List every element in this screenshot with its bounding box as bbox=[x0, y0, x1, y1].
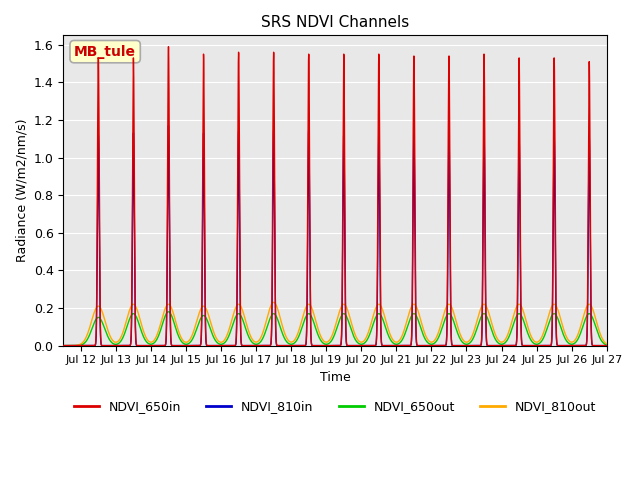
NDVI_810out bbox=[603, 341, 611, 347]
NDVI_810in bbox=[164, 123, 172, 129]
NDVI_650in bbox=[603, 343, 611, 348]
NDVI_810out bbox=[467, 336, 475, 341]
NDVI_650in bbox=[234, 244, 241, 250]
NDVI_650in bbox=[540, 343, 548, 348]
NDVI_810out bbox=[60, 343, 67, 348]
Line: NDVI_650out: NDVI_650out bbox=[63, 312, 607, 346]
NDVI_810out bbox=[522, 316, 529, 322]
NDVI_650in bbox=[467, 343, 475, 348]
NDVI_810in bbox=[500, 343, 508, 348]
NDVI_810in bbox=[603, 343, 611, 348]
Title: SRS NDVI Channels: SRS NDVI Channels bbox=[261, 15, 409, 30]
NDVI_810in bbox=[60, 343, 67, 348]
NDVI_650out bbox=[540, 334, 548, 339]
X-axis label: Time: Time bbox=[319, 371, 350, 384]
NDVI_650out bbox=[467, 339, 475, 345]
NDVI_650in bbox=[522, 343, 529, 348]
NDVI_810out bbox=[234, 302, 241, 308]
Y-axis label: Radiance (W/m2/nm/s): Radiance (W/m2/nm/s) bbox=[15, 119, 28, 262]
Line: NDVI_650in: NDVI_650in bbox=[63, 47, 607, 346]
NDVI_810in bbox=[540, 343, 548, 348]
NDVI_810in bbox=[234, 270, 241, 276]
NDVI_650out bbox=[60, 343, 67, 348]
NDVI_650out bbox=[603, 342, 611, 348]
NDVI_810in bbox=[522, 343, 529, 348]
NDVI_810in bbox=[120, 343, 127, 348]
NDVI_650in bbox=[500, 343, 508, 348]
NDVI_650out bbox=[234, 312, 241, 317]
NDVI_650in bbox=[164, 44, 172, 49]
NDVI_810out bbox=[120, 327, 127, 333]
Legend: NDVI_650in, NDVI_810in, NDVI_650out, NDVI_810out: NDVI_650in, NDVI_810in, NDVI_650out, NDV… bbox=[68, 396, 601, 418]
Text: MB_tule: MB_tule bbox=[74, 45, 136, 59]
Line: NDVI_810out: NDVI_810out bbox=[63, 302, 607, 346]
NDVI_650out bbox=[120, 333, 127, 339]
NDVI_650out bbox=[164, 309, 172, 314]
NDVI_650in bbox=[60, 343, 67, 348]
NDVI_810out bbox=[540, 328, 548, 334]
NDVI_650out bbox=[500, 340, 508, 346]
NDVI_810out bbox=[500, 337, 508, 343]
Line: NDVI_810in: NDVI_810in bbox=[63, 126, 607, 346]
NDVI_650out bbox=[522, 324, 529, 330]
NDVI_650in bbox=[120, 343, 127, 348]
NDVI_810out bbox=[270, 300, 278, 305]
NDVI_810in bbox=[467, 343, 475, 348]
